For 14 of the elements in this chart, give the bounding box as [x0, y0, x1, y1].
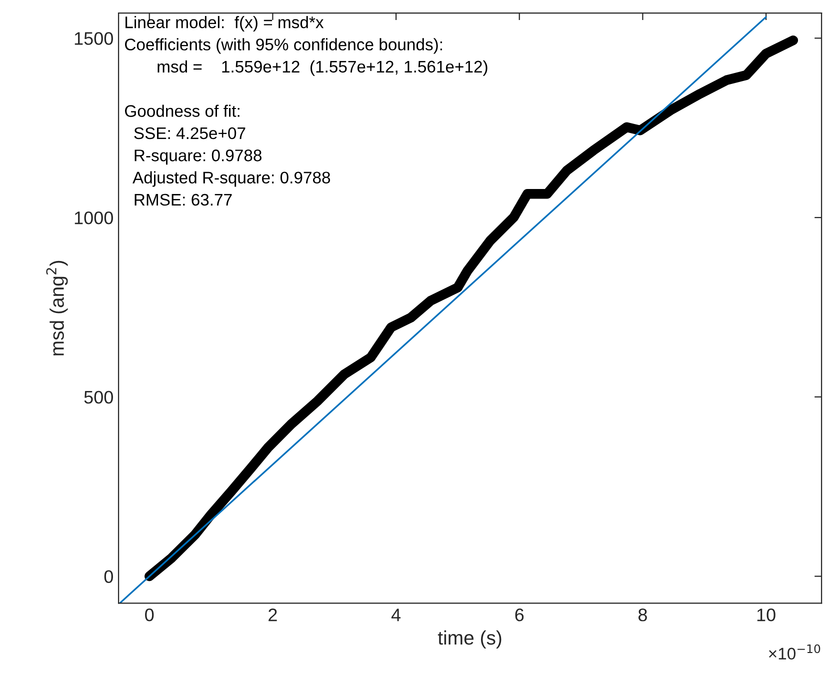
- x-tick-label: 4: [391, 608, 401, 622]
- x-tick-label: 10: [757, 608, 776, 622]
- x-tick-label: 2: [268, 608, 277, 622]
- x-axis-title: time (s): [438, 630, 502, 649]
- y-tick-label: 0: [104, 570, 113, 583]
- y-tick-label: 1500: [74, 32, 113, 45]
- y-tick-label: 1000: [74, 211, 113, 224]
- y-tick-label: 500: [84, 390, 113, 404]
- x-tick-label: 8: [638, 608, 647, 622]
- x-tick-label: 0: [145, 608, 154, 622]
- text: ×10$^{−10}$: [769, 644, 820, 660]
- x-tick-label: 6: [515, 608, 524, 622]
- y-axis-title: msd (ang$^{2}$): [46, 260, 68, 356]
- text: Linear model: f(x) = msd*x Coefficients (with 95% confidence bounds): msd = 1.559e+12 (1.557e+12, 1.561e+12) Goodness of fit: SSE: 4.25e+07 R-square: 0.9788 Adjusted R-square: 0.9788 RMSE: 63.77: [125, 16, 488, 206]
